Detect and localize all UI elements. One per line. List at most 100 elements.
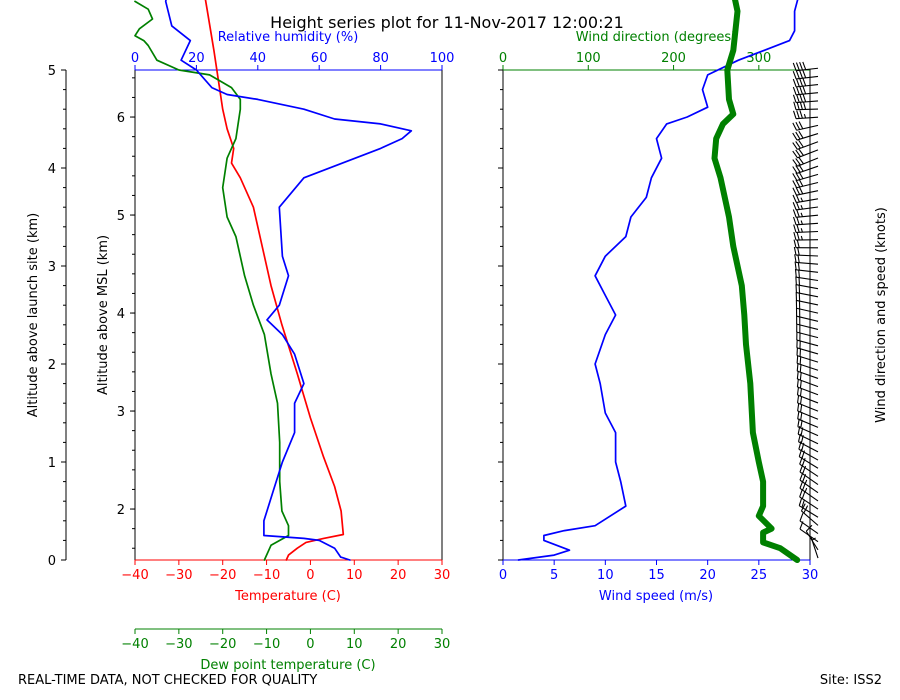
humidity-tick-label: 40 <box>250 51 267 66</box>
alt-launch-tick-label: 2 <box>48 358 56 373</box>
wind-barb <box>792 148 819 159</box>
site-label: Site: ISS2 <box>819 673 882 688</box>
wind-direction-tick-label: 200 <box>661 51 686 66</box>
wind-barb <box>797 394 819 412</box>
humidity-tick-label: 20 <box>188 51 205 66</box>
wind-barb <box>792 186 819 196</box>
dewpoint-line <box>134 0 290 561</box>
wind-barb <box>792 85 819 96</box>
wind-barb <box>792 69 819 80</box>
wind-barbs-axis-label: Wind direction and speed (knots) <box>874 207 889 423</box>
wind-speed-tick-label: 25 <box>751 568 768 583</box>
wind-direction-tick-label: 100 <box>576 51 601 66</box>
alt-launch-tick-label: 4 <box>48 162 56 177</box>
wind-barb <box>797 402 819 420</box>
wind-speed-tick-label: 5 <box>550 568 558 583</box>
alt-launch-tick-label: 0 <box>48 554 56 569</box>
dewpoint-tick-label: 20 <box>390 637 407 652</box>
temperature-axis-label: Temperature (C) <box>234 589 341 604</box>
wind-barb <box>792 216 819 226</box>
wind-barb <box>794 254 819 265</box>
axis-ticks: 0 20 40 60 80 100−40 −30 −20 −10 0 10 20 30−40 −30 −20… <box>48 51 819 652</box>
wind-barb <box>798 497 819 518</box>
wind-barb <box>793 101 819 111</box>
wind-barb <box>793 224 819 234</box>
dewpoint-tick-label: 0 <box>306 637 314 652</box>
dewpoint-tick-label: 30 <box>434 637 451 652</box>
wind-barb <box>797 418 819 437</box>
humidity-tick-label: 80 <box>372 51 389 66</box>
series-layer <box>134 0 801 563</box>
wind-barb <box>794 268 819 282</box>
wind-barb <box>793 231 819 241</box>
dewpoint-axis-label: Dew point temperature (C) <box>200 658 375 673</box>
alt-launch-tick-label: 3 <box>48 260 56 275</box>
temperature-tick-label: 0 <box>306 568 314 583</box>
alt-msl-tick-label: 3 <box>117 405 125 420</box>
quality-disclaimer: REAL-TIME DATA, NOT CHECKED FOR QUALITY <box>18 673 318 688</box>
wind-barb <box>799 488 819 510</box>
humidity-axis-label: Relative humidity (%) <box>218 30 359 45</box>
wind-barb <box>796 370 819 388</box>
wind-barb <box>795 300 819 314</box>
alt-msl-tick-label: 6 <box>117 111 125 126</box>
wind-barb <box>797 426 819 445</box>
wind-barb <box>796 323 819 339</box>
temperature-line <box>204 0 345 561</box>
dewpoint-tick-label: 10 <box>346 637 363 652</box>
wind-barb <box>792 121 819 131</box>
wind-barb <box>792 61 819 72</box>
wind-barb <box>793 246 819 257</box>
temperature-tick-label: 30 <box>434 568 451 583</box>
temperature-tick-label: −10 <box>253 568 280 583</box>
alt-launch-tick-label: 1 <box>48 456 56 471</box>
wind-barb <box>795 292 819 306</box>
wind-barb <box>792 110 819 120</box>
wind-barb <box>792 194 819 204</box>
dewpoint-tick-label: −10 <box>253 637 280 652</box>
wind-barb <box>795 307 819 322</box>
wind-barbs <box>792 61 819 559</box>
wind-direction-axis-label: Wind direction (degrees) <box>576 30 736 45</box>
wind-barb <box>796 315 819 330</box>
alt-msl-tick-label: 5 <box>117 209 125 224</box>
wind-barb <box>796 386 819 404</box>
humidity-line <box>164 0 413 561</box>
wind-speed-tick-label: 20 <box>699 568 716 583</box>
humidity-tick-label: 60 <box>311 51 328 66</box>
wind-speed-line <box>517 0 799 561</box>
chart-title: Height series plot for 11-Nov-2017 12:00… <box>270 13 624 32</box>
wind-speed-axis-label: Wind speed (m/s) <box>599 589 713 604</box>
wind-barb <box>792 164 819 174</box>
wind-barb <box>797 410 819 428</box>
wind-barb <box>796 355 819 371</box>
alt-launch-tick-label: 5 <box>48 64 56 79</box>
wind-barb <box>796 331 819 347</box>
wind-barb <box>794 261 819 273</box>
wind-barb <box>792 201 819 211</box>
wind-speed-tick-label: 10 <box>597 568 614 583</box>
wind-direction-tick-label: 0 <box>499 51 507 66</box>
temperature-tick-label: −30 <box>165 568 192 583</box>
wind-speed-tick-label: 0 <box>499 568 507 583</box>
left-panel-frame <box>134 69 443 561</box>
wind-barb <box>795 276 819 290</box>
temperature-tick-label: 10 <box>346 568 363 583</box>
wind-barb <box>792 156 819 167</box>
wind-barb <box>799 513 819 535</box>
alt-msl-axis-label: Altitude above MSL (km) <box>96 235 111 395</box>
wind-barb <box>796 339 819 355</box>
alt-msl-tick-label: 4 <box>117 307 125 322</box>
wind-barb <box>793 239 819 249</box>
dewpoint-tick-label: −20 <box>209 637 236 652</box>
wind-barb <box>795 284 819 298</box>
wind-barb <box>792 140 819 150</box>
wind-direction-line <box>711 0 801 563</box>
wind-barb <box>792 77 819 88</box>
wind-speed-tick-label: 30 <box>802 568 819 583</box>
wind-barb <box>792 209 819 218</box>
wind-barb <box>796 378 819 396</box>
wind-speed-tick-label: 15 <box>648 568 665 583</box>
temperature-tick-label: −20 <box>209 568 236 583</box>
